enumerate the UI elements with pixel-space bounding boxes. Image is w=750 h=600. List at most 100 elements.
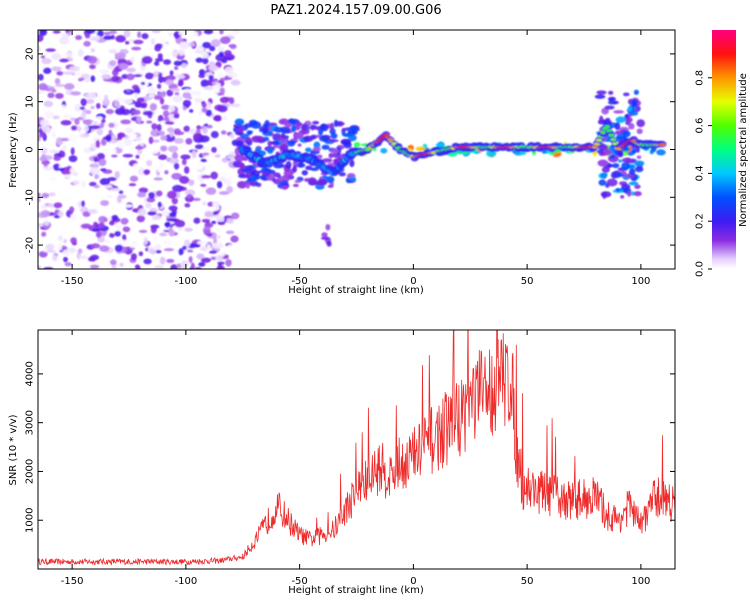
spectral-blob — [133, 74, 143, 78]
spectral-blob — [138, 187, 149, 194]
spectral-blob — [221, 130, 227, 135]
spectral-blob — [599, 115, 604, 123]
spectral-blob — [77, 48, 84, 57]
spectral-blob — [321, 144, 330, 150]
spectral-blob — [151, 38, 156, 46]
spectral-blob — [143, 169, 151, 175]
spectral-blob — [147, 211, 157, 216]
spectral-blob — [229, 97, 235, 105]
spectral-blob — [52, 30, 61, 34]
spectral-blob — [120, 217, 129, 225]
spectral-blob — [292, 183, 299, 188]
spectral-blob — [63, 174, 72, 178]
spectral-blob — [110, 259, 117, 266]
spectral-blob — [137, 31, 142, 38]
spectral-blob — [249, 181, 256, 185]
spectral-blob — [38, 90, 47, 97]
spectral-blob — [627, 191, 632, 197]
spectral-blob — [140, 65, 146, 71]
spectral-blob — [321, 232, 328, 238]
spectral-blob — [353, 141, 361, 148]
spectral-blob — [54, 78, 61, 85]
spectral-blob — [604, 125, 611, 129]
spectral-blob — [122, 98, 133, 104]
spectral-blob — [170, 88, 181, 92]
spectral-blob — [98, 222, 105, 229]
spectral-blob — [62, 114, 72, 119]
spectral-blob — [128, 183, 137, 187]
spectral-blob — [297, 143, 302, 147]
spectral-blob — [130, 253, 137, 261]
spectral-blob — [201, 218, 211, 223]
spectral-blob — [204, 211, 213, 218]
spectral-blob — [216, 234, 221, 240]
spectral-blob — [159, 256, 166, 265]
spectral-blob — [273, 144, 278, 149]
x-tick-label: 0 — [410, 276, 416, 287]
spectral-blob — [107, 216, 113, 221]
spectral-blob — [106, 194, 113, 199]
spectral-blob — [40, 204, 47, 210]
spectral-blob — [96, 102, 101, 109]
colorbar-tick-label: 0.0 — [695, 261, 706, 277]
spectral-blob — [221, 171, 226, 179]
spectral-blob — [108, 122, 115, 128]
spectral-blob — [294, 179, 302, 183]
spectral-blob — [202, 146, 210, 152]
spectral-blob — [69, 167, 76, 174]
spectral-blob — [598, 179, 607, 186]
spectral-blob — [349, 125, 359, 131]
spectral-blob — [42, 125, 51, 134]
spectral-blob — [140, 156, 148, 162]
spectral-blob — [224, 50, 232, 57]
spectral-blob — [276, 176, 286, 181]
snr-x-label: Height of straight line (km) — [288, 585, 424, 596]
spectral-blob — [628, 111, 639, 116]
spectral-blob — [172, 49, 179, 58]
spectral-blob — [151, 215, 162, 221]
spectral-blob — [142, 110, 154, 116]
spectral-blob — [182, 99, 192, 107]
spectral-blob — [89, 264, 100, 269]
spectral-blob — [230, 235, 239, 243]
spectral-blob — [415, 146, 426, 152]
spectral-blob — [89, 181, 97, 187]
spectral-blob — [183, 125, 190, 132]
spectral-blob — [56, 236, 65, 243]
spectral-blob — [212, 40, 221, 46]
spectral-blob — [191, 150, 197, 159]
spectral-blob — [147, 86, 157, 95]
colorbar-tick-label: 0.8 — [695, 70, 706, 86]
spectral-blob — [162, 110, 170, 117]
spectral-blob — [109, 220, 115, 226]
spectral-blob — [656, 149, 666, 156]
spectral-blob — [149, 103, 158, 111]
spectrogram-heatmap — [38, 30, 667, 269]
spectral-blob — [189, 109, 194, 113]
spectral-blob — [110, 134, 117, 140]
spectral-blob — [349, 159, 355, 168]
spectral-blob — [146, 197, 156, 203]
spectral-blob — [95, 139, 101, 148]
spectral-blob — [380, 147, 388, 154]
spectral-blob — [123, 138, 133, 147]
spectral-blob — [173, 113, 180, 119]
spectral-blob — [631, 99, 638, 107]
spectral-blob — [200, 183, 207, 187]
spectral-blob — [226, 244, 234, 251]
spectral-blob — [178, 248, 184, 256]
spectral-blob — [235, 140, 244, 147]
spectral-blob — [100, 138, 107, 146]
spectral-blob — [312, 146, 321, 152]
spectral-blob — [127, 38, 135, 43]
spectral-blob — [230, 79, 241, 86]
spectral-blob — [74, 103, 82, 112]
spectral-blob — [57, 243, 63, 251]
spectral-blob — [163, 248, 175, 252]
spectral-blob — [165, 75, 176, 81]
spectral-blob — [80, 98, 87, 107]
spectral-blob — [125, 89, 131, 93]
spectral-blob — [154, 181, 161, 186]
spectral-blob — [154, 45, 162, 52]
